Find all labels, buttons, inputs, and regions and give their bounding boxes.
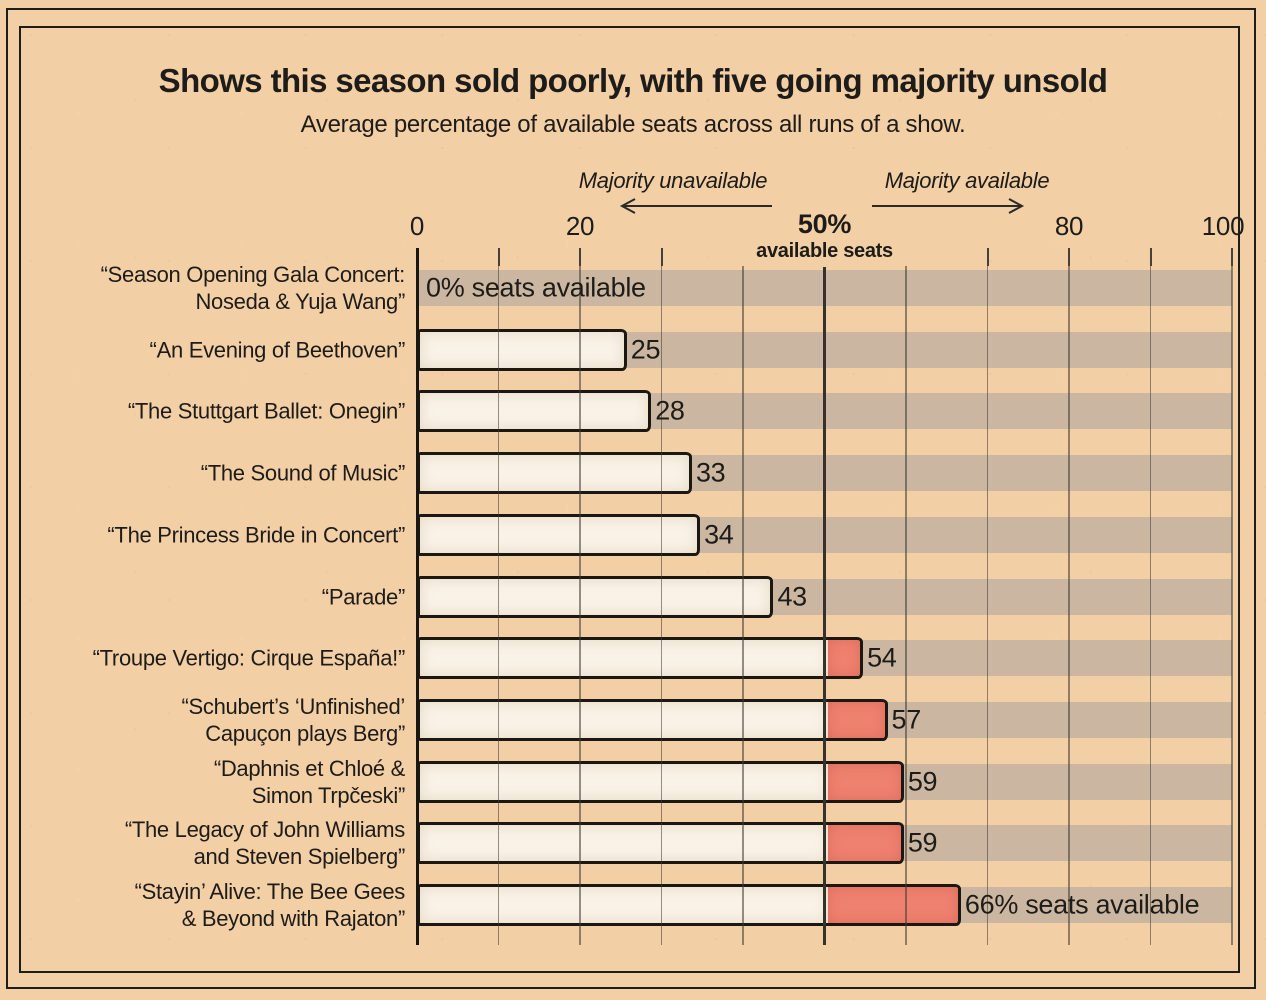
- gridline-40: [742, 266, 744, 945]
- gridline-80: [1068, 266, 1070, 945]
- axis-tick-100: [1231, 248, 1233, 266]
- axis-label-50-main: 50%: [797, 209, 852, 239]
- bar-1: [417, 328, 627, 371]
- axis-label-0: 0: [409, 211, 425, 241]
- category-label: “Season Opening Gala Concert: Noseda & Y…: [100, 262, 406, 314]
- value-label: 0% seats available: [426, 272, 646, 303]
- bar-segment-over-50: [827, 640, 861, 677]
- bar-segment-under-50: [420, 331, 624, 368]
- axis-label-50-sub: available seats: [756, 240, 893, 262]
- value-label: 54: [867, 642, 897, 673]
- fifty-percent-line: [823, 267, 826, 945]
- axis-label-100: 100: [1201, 211, 1245, 241]
- axis-tick-90: [1149, 248, 1152, 266]
- bar-segment-under-50: [420, 578, 771, 615]
- annotation-majority-unavailable: Majority unavailable: [578, 168, 768, 193]
- axis-label-80: 80: [1054, 211, 1084, 241]
- bar-segment-under-50: [420, 825, 828, 862]
- category-label: “The Legacy of John Williams and Steven …: [124, 817, 405, 870]
- bar-4: [417, 513, 701, 556]
- gridline-30: [660, 266, 663, 945]
- bar-2: [417, 390, 652, 433]
- gridline-20: [579, 266, 581, 945]
- bar-segment-under-50: [420, 640, 828, 677]
- category-label: “Troupe Vertigo: Cirque España!”: [92, 645, 406, 671]
- value-label: 57: [891, 704, 922, 735]
- left-arrow-icon: [619, 198, 772, 214]
- value-label: 33: [695, 457, 726, 488]
- value-label: 59: [907, 827, 938, 858]
- gridline-10: [497, 266, 500, 945]
- axis-tick-20: [579, 248, 581, 266]
- bar-3: [417, 452, 692, 495]
- bar-5: [417, 575, 774, 618]
- axis-zero-line: [415, 248, 419, 945]
- annotation-majority-available: Majority available: [884, 168, 1050, 193]
- right-arrow-icon: [872, 198, 1025, 214]
- gridline-70: [986, 266, 989, 945]
- bar-segment-under-50: [420, 887, 828, 923]
- value-label: 25: [630, 334, 661, 365]
- axis-tick-70: [986, 248, 989, 266]
- category-label: “Parade”: [321, 584, 406, 609]
- category-label: “The Princess Bride in Concert”: [107, 522, 405, 548]
- axis-label-50: 50% available seats: [714, 209, 935, 266]
- value-label: 66% seats available: [964, 889, 1200, 920]
- bar-10: [417, 884, 961, 926]
- bar-7: [417, 698, 888, 741]
- bar-segment-under-50: [420, 701, 828, 738]
- gridline-60: [905, 266, 907, 945]
- category-label: “Stayin’ Alive: The Bee Gees & Beyond wi…: [134, 879, 406, 931]
- value-label: 28: [655, 395, 685, 426]
- chart-subtitle: Average percentage of available seats ac…: [300, 111, 966, 138]
- bar-9: [417, 822, 904, 865]
- bar-segment-over-50: [827, 887, 958, 923]
- axis-tick-10: [497, 248, 500, 266]
- category-label: “Daphnis et Chloé & Simon Trpčeski”: [213, 755, 405, 808]
- category-label: “An Evening of Beethoven”: [149, 337, 406, 363]
- value-label: 34: [704, 519, 734, 550]
- bar-segment-over-50: [827, 763, 901, 800]
- bar-segment-over-50: [827, 825, 901, 862]
- value-label: 43: [777, 581, 807, 611]
- axis-tick-80: [1068, 248, 1070, 266]
- chart-title: Shows this season sold poorly, with five…: [158, 62, 1108, 99]
- bar-8: [417, 760, 904, 803]
- bar-segment-under-50: [420, 763, 828, 800]
- gridline-100: [1231, 266, 1233, 945]
- bar-segment-under-50: [420, 516, 698, 553]
- value-label: 59: [907, 766, 938, 797]
- category-label: “The Sound of Music”: [200, 460, 406, 486]
- bar-6: [417, 637, 864, 680]
- axis-tick-30: [660, 248, 663, 266]
- bar-segment-under-50: [420, 393, 649, 430]
- gridline-90: [1149, 266, 1152, 945]
- axis-label-20: 20: [565, 211, 595, 241]
- category-label: “The Stuttgart Ballet: Onegin”: [127, 398, 405, 424]
- bar-segment-under-50: [420, 455, 689, 492]
- bar-segment-over-50: [827, 701, 885, 738]
- category-label: “Schubert’s ‘Unfinished’ Capuçon plays B…: [181, 693, 405, 746]
